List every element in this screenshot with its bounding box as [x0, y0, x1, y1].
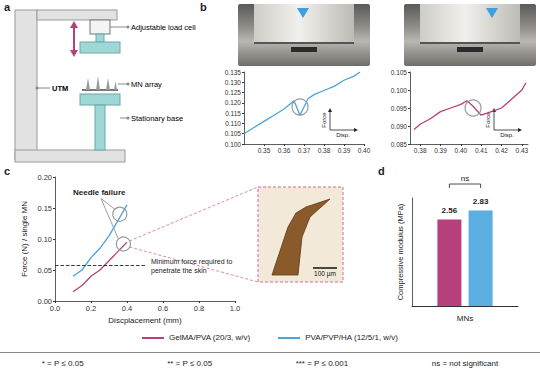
- svg-text:Compressive modulus (MPa): Compressive modulus (MPa): [396, 203, 405, 300]
- svg-text:MN array: MN array: [131, 80, 162, 89]
- html-text:a: a: [4, 1, 11, 13]
- svg-text:0.15: 0.15: [37, 204, 52, 213]
- html-text:** = P ≤ 0.05: ** = P ≤ 0.05: [167, 359, 213, 368]
- svg-text:0.090: 0.090: [391, 123, 408, 130]
- svg-text:MNs: MNs: [457, 314, 473, 323]
- svg-text:0.085: 0.085: [391, 141, 408, 148]
- svg-text:0.120: 0.120: [225, 99, 242, 106]
- svg-text:0.105: 0.105: [391, 69, 408, 76]
- html-text:PVA/PVP/HA (12/5/1, w/v): PVA/PVP/HA (12/5/1, w/v): [305, 333, 398, 342]
- svg-text:Force (N) / single MN: Force (N) / single MN: [20, 201, 29, 277]
- svg-text:0.115: 0.115: [225, 110, 241, 117]
- svg-text:0.20: 0.20: [37, 173, 52, 182]
- svg-text:0.8: 0.8: [194, 304, 204, 313]
- svg-text:0.41: 0.41: [475, 147, 488, 154]
- svg-text:0.35: 0.35: [258, 147, 271, 154]
- html-text:* = P ≤ 0.05: * = P ≤ 0.05: [41, 359, 84, 368]
- svg-text:1.0: 1.0: [230, 304, 240, 313]
- svg-text:0.0: 0.0: [50, 304, 60, 313]
- svg-text:0.4: 0.4: [122, 304, 132, 313]
- html-text:*** = P ≤ 0.001: *** = P ≤ 0.001: [295, 359, 349, 368]
- svg-text:2.56: 2.56: [442, 206, 458, 215]
- svg-text:0.135: 0.135: [225, 69, 242, 76]
- svg-text:Adjustable load cell: Adjustable load cell: [131, 23, 196, 32]
- svg-text:penetrate the skin: penetrate the skin: [151, 267, 207, 275]
- svg-text:0.110: 0.110: [225, 120, 241, 127]
- html-text:d: d: [378, 165, 385, 177]
- svg-text:0.36: 0.36: [278, 147, 291, 154]
- html-text:b: b: [200, 1, 207, 13]
- svg-text:0.130: 0.130: [225, 79, 242, 86]
- svg-text:0.105: 0.105: [225, 130, 242, 137]
- svg-text:0.43: 0.43: [516, 147, 529, 154]
- svg-text:Disp.: Disp.: [500, 132, 514, 138]
- svg-text:UTM: UTM: [52, 84, 68, 93]
- html-text:ns = not significant: ns = not significant: [431, 359, 499, 368]
- svg-text:0.05: 0.05: [37, 266, 52, 275]
- svg-text:100 µm: 100 µm: [314, 270, 336, 278]
- svg-text:0.39: 0.39: [338, 147, 351, 154]
- svg-text:0.38: 0.38: [414, 147, 427, 154]
- svg-text:0.38: 0.38: [318, 147, 331, 154]
- svg-text:Force: Force: [321, 112, 327, 128]
- svg-text:Disp.: Disp.: [336, 132, 350, 138]
- svg-text:0.42: 0.42: [495, 147, 508, 154]
- svg-text:Discplacement (mm): Discplacement (mm): [108, 316, 182, 325]
- svg-text:Stationary base: Stationary base: [131, 114, 183, 123]
- svg-text:Minimum force required to: Minimum force required to: [151, 258, 234, 266]
- svg-text:0.2: 0.2: [86, 304, 96, 313]
- svg-text:0.39: 0.39: [434, 147, 447, 154]
- svg-text:0.40: 0.40: [455, 147, 468, 154]
- svg-text:0.37: 0.37: [298, 147, 311, 154]
- svg-text:ns: ns: [461, 174, 469, 183]
- svg-text:0.10: 0.10: [37, 235, 52, 244]
- svg-text:Needle failure: Needle failure: [73, 188, 126, 197]
- svg-text:0.40: 0.40: [358, 147, 371, 154]
- html-text:c: c: [4, 165, 11, 177]
- svg-text:0.125: 0.125: [225, 89, 242, 96]
- svg-text:0.095: 0.095: [391, 105, 408, 112]
- svg-text:Force: Force: [485, 112, 491, 128]
- svg-text:0.6: 0.6: [158, 304, 168, 313]
- svg-text:0.100: 0.100: [391, 87, 408, 94]
- svg-text:2.83: 2.83: [473, 197, 489, 206]
- svg-text:0.100: 0.100: [225, 141, 242, 148]
- svg-text:0.00: 0.00: [37, 296, 52, 306]
- html-text:GelMA/PVA (20/3, w/v): GelMA/PVA (20/3, w/v): [169, 333, 251, 342]
